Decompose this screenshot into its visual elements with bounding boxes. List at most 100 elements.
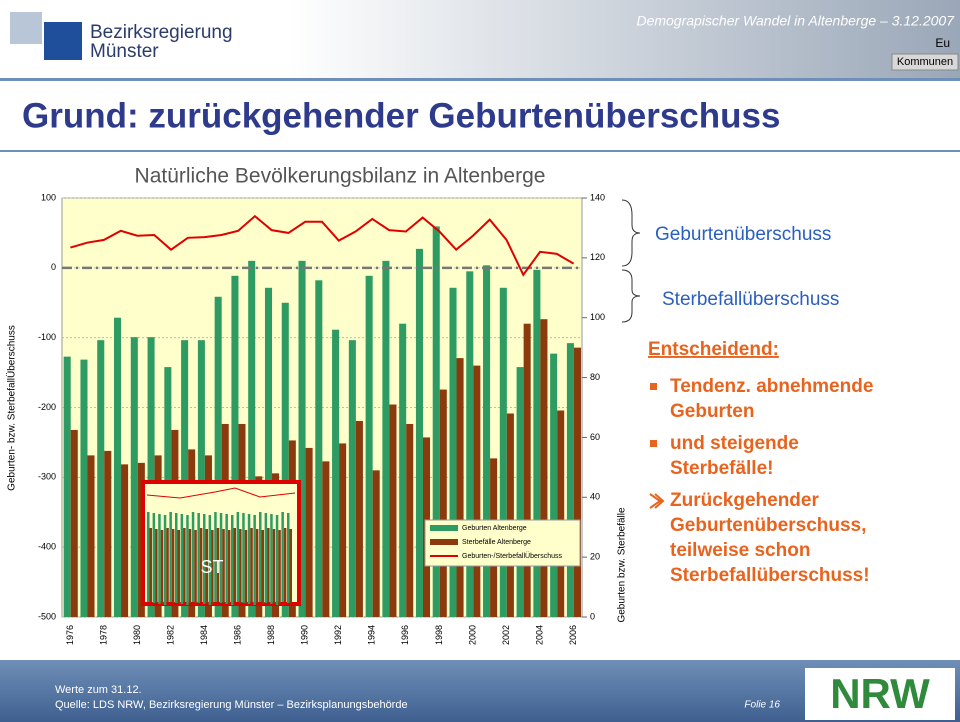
bar — [130, 337, 138, 617]
y-tick-label: -300 — [38, 472, 56, 482]
bar — [97, 340, 105, 617]
legend-label: Sterbefälle Altenberge — [462, 539, 531, 546]
bar — [231, 275, 239, 617]
bar — [466, 271, 474, 617]
inset-bar — [261, 530, 264, 604]
bullet-text: und steigende — [670, 433, 799, 454]
bullet-text: Sterbefälle! — [670, 458, 773, 479]
y2-tick-label: 60 — [590, 432, 600, 442]
inset-bar — [253, 515, 256, 605]
bar — [147, 337, 155, 617]
y2-tick-label: 40 — [590, 492, 600, 502]
inset-bar — [283, 528, 287, 602]
inset-bar — [205, 529, 208, 603]
brace — [621, 199, 641, 267]
bar — [70, 429, 78, 617]
inset-bar — [250, 528, 253, 602]
inset-bar — [275, 515, 279, 605]
bar — [315, 280, 323, 617]
bullet-text: Geburten — [670, 401, 754, 422]
inset-bar — [188, 529, 192, 603]
inset-bar — [287, 513, 290, 603]
x-tick-label: 2006 — [568, 625, 578, 645]
org-name: Münster — [90, 41, 159, 62]
inset-bar — [239, 529, 242, 603]
slide-title: Grund: zurückgehender Geburtenüberschuss — [22, 96, 780, 135]
legend-label: Geburten-/SterbefallÜberschuss — [462, 552, 562, 560]
bar — [382, 260, 390, 617]
x-tick-label: 1990 — [300, 625, 310, 645]
inset-bar — [147, 512, 150, 602]
footer-note: Werte zum 31.12. — [55, 684, 142, 696]
bar — [121, 464, 129, 617]
inset-bar — [208, 515, 212, 605]
x-tick-label: 1980 — [132, 625, 142, 645]
bar — [399, 323, 407, 617]
logo-square — [44, 22, 82, 60]
bar — [523, 323, 531, 617]
inset-bar — [177, 530, 180, 604]
chart-title: Natürliche Bevölkerungsbilanz in Altenbe… — [135, 165, 546, 188]
bar — [80, 359, 88, 617]
inset-bar — [247, 514, 251, 604]
inset-bar — [227, 530, 231, 604]
bar — [550, 353, 558, 617]
y-tick-label: -100 — [38, 332, 56, 342]
bar — [298, 260, 306, 617]
y2-tick-label: 140 — [590, 192, 605, 202]
inset-label: ST — [200, 557, 223, 577]
y2-tick-label: 100 — [590, 312, 605, 322]
inset-bar — [197, 513, 200, 603]
y-tick-label: -400 — [38, 542, 56, 552]
y-label: Geburten- bzw. SterbefallÜberschuss — [6, 325, 18, 491]
bar — [415, 248, 423, 617]
bar — [348, 340, 356, 617]
title-rule — [0, 150, 960, 152]
inset-bar — [149, 528, 152, 602]
x-tick-label: 1998 — [434, 625, 444, 645]
bar — [557, 410, 565, 617]
bar — [372, 470, 380, 617]
y2-tick-label: 80 — [590, 372, 600, 382]
kommunen-button[interactable] — [891, 53, 959, 71]
bar — [87, 455, 95, 617]
bar — [355, 420, 363, 617]
square-bullet — [650, 440, 657, 447]
y2-tick-label: 120 — [590, 252, 605, 262]
bar — [104, 450, 112, 617]
inset-bar — [289, 529, 292, 603]
button-label: Kommunen — [897, 56, 953, 68]
inset-bar — [214, 512, 217, 602]
legend-swatch — [430, 525, 458, 531]
y2-tick-label: 20 — [590, 552, 600, 562]
header-band — [0, 0, 960, 80]
inset-bar — [203, 514, 206, 604]
bar — [181, 340, 189, 617]
y2-tick-label: 0 — [590, 611, 595, 621]
bar — [339, 443, 347, 617]
inset-bar — [211, 530, 214, 604]
x-tick-label: 1996 — [400, 625, 410, 645]
tag: Eu — [935, 36, 950, 50]
footer-band — [0, 660, 960, 722]
inset-bar — [281, 512, 284, 602]
inset-bar — [158, 514, 161, 604]
bar — [516, 367, 524, 617]
bar — [499, 287, 507, 617]
logo-square — [10, 12, 42, 44]
inset-bar — [231, 515, 234, 605]
legend-label: Geburten Altenberge — [462, 525, 527, 532]
bar — [322, 461, 330, 617]
header-rule — [0, 78, 960, 81]
bar — [264, 287, 273, 617]
inset-bar — [255, 529, 259, 603]
bar — [114, 317, 122, 617]
x-tick-label: 2002 — [501, 625, 511, 645]
bar — [449, 287, 457, 617]
inset-bar — [169, 512, 172, 602]
inset-bar — [186, 515, 189, 605]
x-tick-label: 1982 — [165, 625, 175, 645]
x-tick-label: 1994 — [367, 625, 377, 645]
bar — [214, 296, 222, 617]
